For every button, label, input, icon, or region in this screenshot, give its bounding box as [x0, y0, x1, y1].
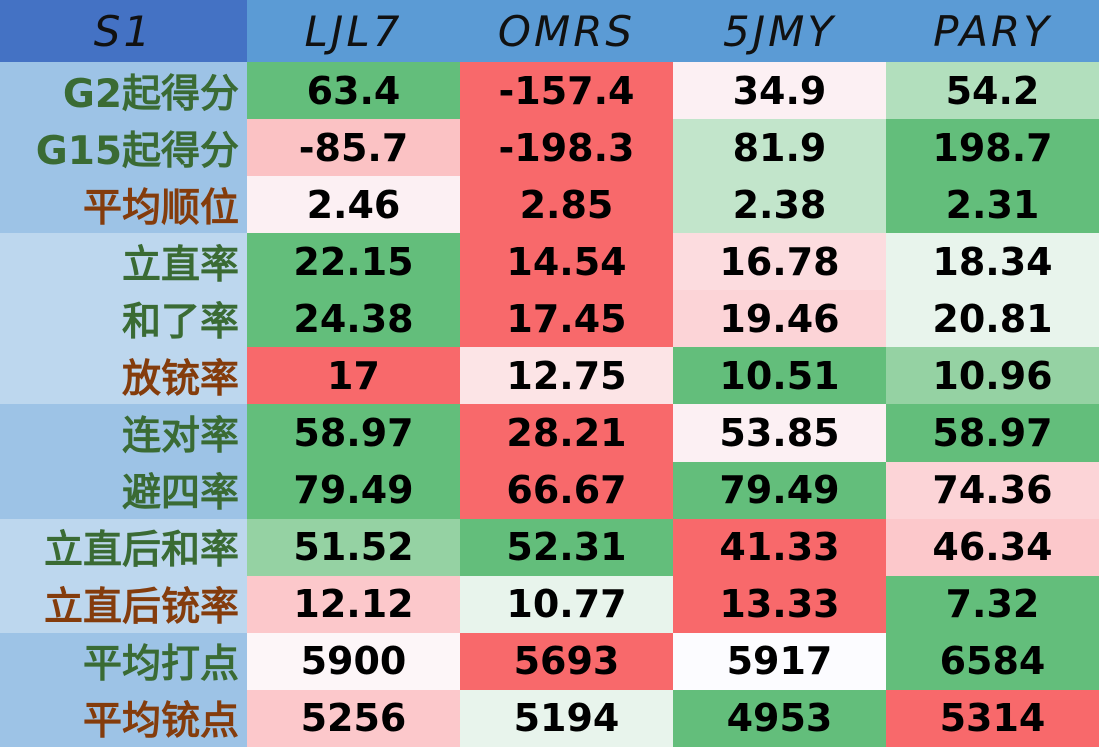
value-cell: 4953 — [673, 689, 886, 747]
column-header: 5JMY — [673, 0, 886, 62]
value-cell: 14.54 — [460, 233, 673, 291]
value-cell: 10.77 — [460, 575, 673, 633]
value-cell: 17 — [247, 347, 460, 405]
value-cell: 10.51 — [673, 347, 886, 405]
value-cell: 66.67 — [460, 461, 673, 519]
value-cell: 2.31 — [886, 176, 1099, 234]
value-cell: 46.34 — [886, 518, 1099, 576]
row-label: 平均打点 — [0, 632, 247, 690]
value-cell: 198.7 — [886, 119, 1099, 177]
row-label: 和了率 — [0, 290, 247, 348]
value-cell: 13.33 — [673, 575, 886, 633]
column-header: OMRS — [460, 0, 673, 62]
row-label: 平均顺位 — [0, 176, 247, 234]
row-label: 立直率 — [0, 233, 247, 291]
header-corner: S1 — [0, 0, 247, 62]
value-cell: 20.81 — [886, 290, 1099, 348]
value-cell: 2.85 — [460, 176, 673, 234]
value-cell: 24.38 — [247, 290, 460, 348]
value-cell: 51.52 — [247, 518, 460, 576]
value-cell: 19.46 — [673, 290, 886, 348]
value-cell: 2.46 — [247, 176, 460, 234]
value-cell: -85.7 — [247, 119, 460, 177]
value-cell: 10.96 — [886, 347, 1099, 405]
value-cell: 12.12 — [247, 575, 460, 633]
value-cell: 5314 — [886, 689, 1099, 747]
value-cell: -157.4 — [460, 62, 673, 120]
value-cell: 53.85 — [673, 404, 886, 462]
value-cell: 81.9 — [673, 119, 886, 177]
row-label: 避四率 — [0, 461, 247, 519]
value-cell: 18.34 — [886, 233, 1099, 291]
value-cell: 22.15 — [247, 233, 460, 291]
value-cell: 5194 — [460, 689, 673, 747]
value-cell: 5693 — [460, 632, 673, 690]
value-cell: 52.31 — [460, 518, 673, 576]
row-label: 连对率 — [0, 404, 247, 462]
value-cell: 2.38 — [673, 176, 886, 234]
column-header: LJL7 — [247, 0, 460, 62]
value-cell: 16.78 — [673, 233, 886, 291]
value-cell: 34.9 — [673, 62, 886, 120]
value-cell: 63.4 — [247, 62, 460, 120]
row-label: G15起得分 — [0, 119, 247, 177]
value-cell: 7.32 — [886, 575, 1099, 633]
value-cell: 6584 — [886, 632, 1099, 690]
value-cell: 58.97 — [886, 404, 1099, 462]
row-label: G2起得分 — [0, 62, 247, 120]
value-cell: 41.33 — [673, 518, 886, 576]
value-cell: 5256 — [247, 689, 460, 747]
value-cell: 28.21 — [460, 404, 673, 462]
row-label: 平均铳点 — [0, 689, 247, 747]
value-cell: 58.97 — [247, 404, 460, 462]
value-cell: 17.45 — [460, 290, 673, 348]
value-cell: 74.36 — [886, 461, 1099, 519]
column-header: PARY — [886, 0, 1099, 62]
value-cell: 5900 — [247, 632, 460, 690]
value-cell: -198.3 — [460, 119, 673, 177]
value-cell: 54.2 — [886, 62, 1099, 120]
row-label: 立直后和率 — [0, 518, 247, 576]
value-cell: 5917 — [673, 632, 886, 690]
row-label: 立直后铳率 — [0, 575, 247, 633]
value-cell: 79.49 — [247, 461, 460, 519]
value-cell: 12.75 — [460, 347, 673, 405]
row-label: 放铳率 — [0, 347, 247, 405]
value-cell: 79.49 — [673, 461, 886, 519]
